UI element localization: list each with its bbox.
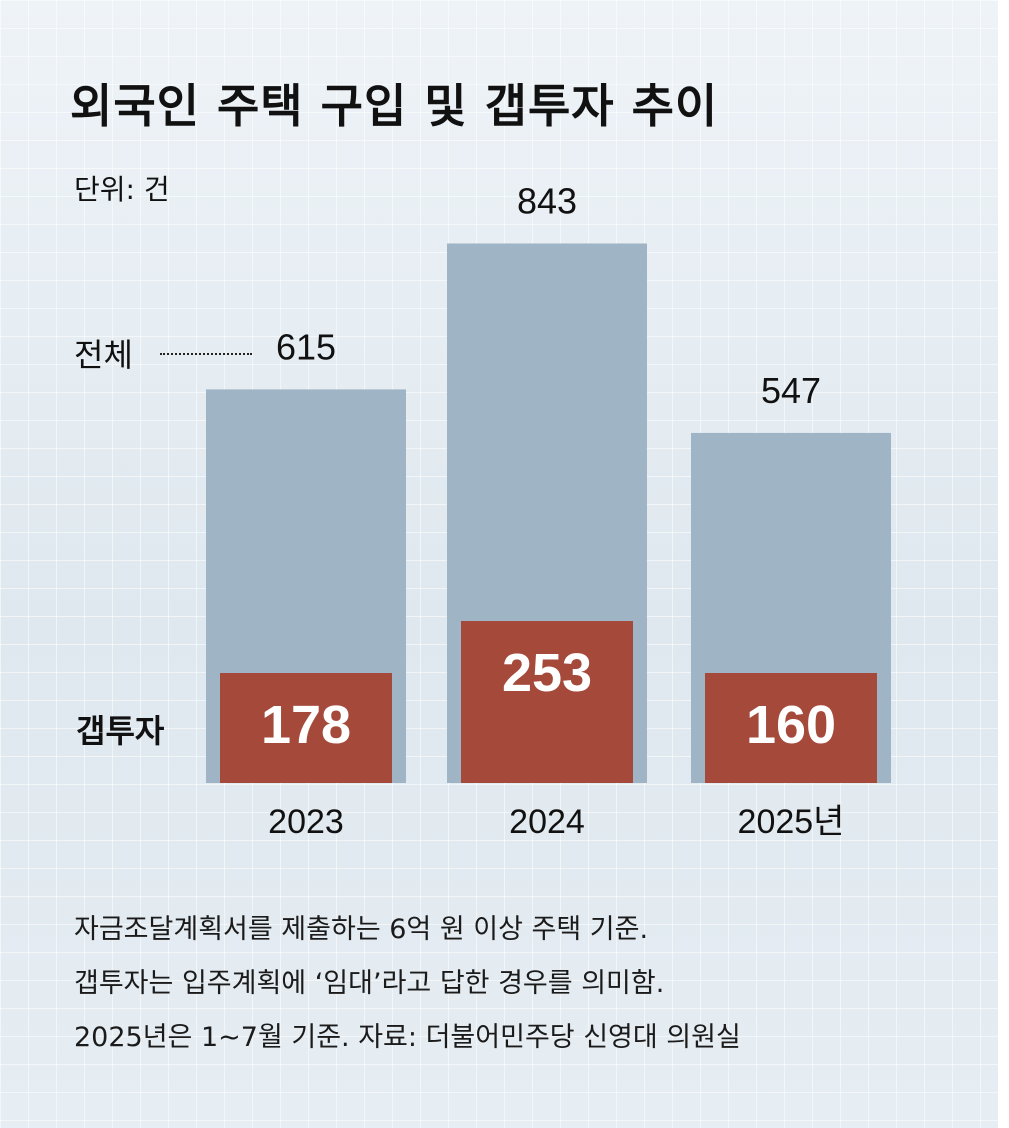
gap-bar-3 bbox=[705, 673, 877, 783]
leader-dotted-line bbox=[160, 353, 252, 355]
category-label-2: 2024 bbox=[509, 803, 585, 841]
series-label-total: 전체 bbox=[74, 336, 133, 374]
gap-value-label-2: 253 bbox=[502, 643, 592, 703]
total-value-label-1: 615 bbox=[276, 326, 336, 367]
series-label-gap: 갭투자 bbox=[76, 712, 165, 750]
gap-bar-2 bbox=[461, 621, 633, 783]
chart-title: 외국인 주택 구입 및 갭투자 추이 bbox=[70, 79, 719, 133]
bar-chart: 615 178 2023 843 253 2024 547 160 2025년 bbox=[206, 180, 891, 841]
category-label-3: 2025년 bbox=[738, 803, 845, 841]
gap-value-label-1: 178 bbox=[261, 695, 351, 755]
footnote-1: 자금조달계획서를 제출하는 6억 원 이상 주택 기준. bbox=[74, 914, 649, 945]
category-label-1: 2023 bbox=[268, 803, 344, 841]
footnote-2: 갭투자는 입주계획에 ‘임대’라고 답한 경우를 의미함. bbox=[74, 968, 665, 999]
gap-bar-1 bbox=[220, 673, 392, 783]
footnote-3: 2025년은 1∼7월 기준. 자료: 더불어민주당 신영대 의원실 bbox=[74, 1022, 741, 1053]
unit-label: 단위: 건 bbox=[74, 173, 170, 206]
gap-value-label-3: 160 bbox=[746, 695, 836, 755]
total-value-label-3: 547 bbox=[761, 370, 821, 411]
total-value-label-2: 843 bbox=[517, 180, 577, 221]
